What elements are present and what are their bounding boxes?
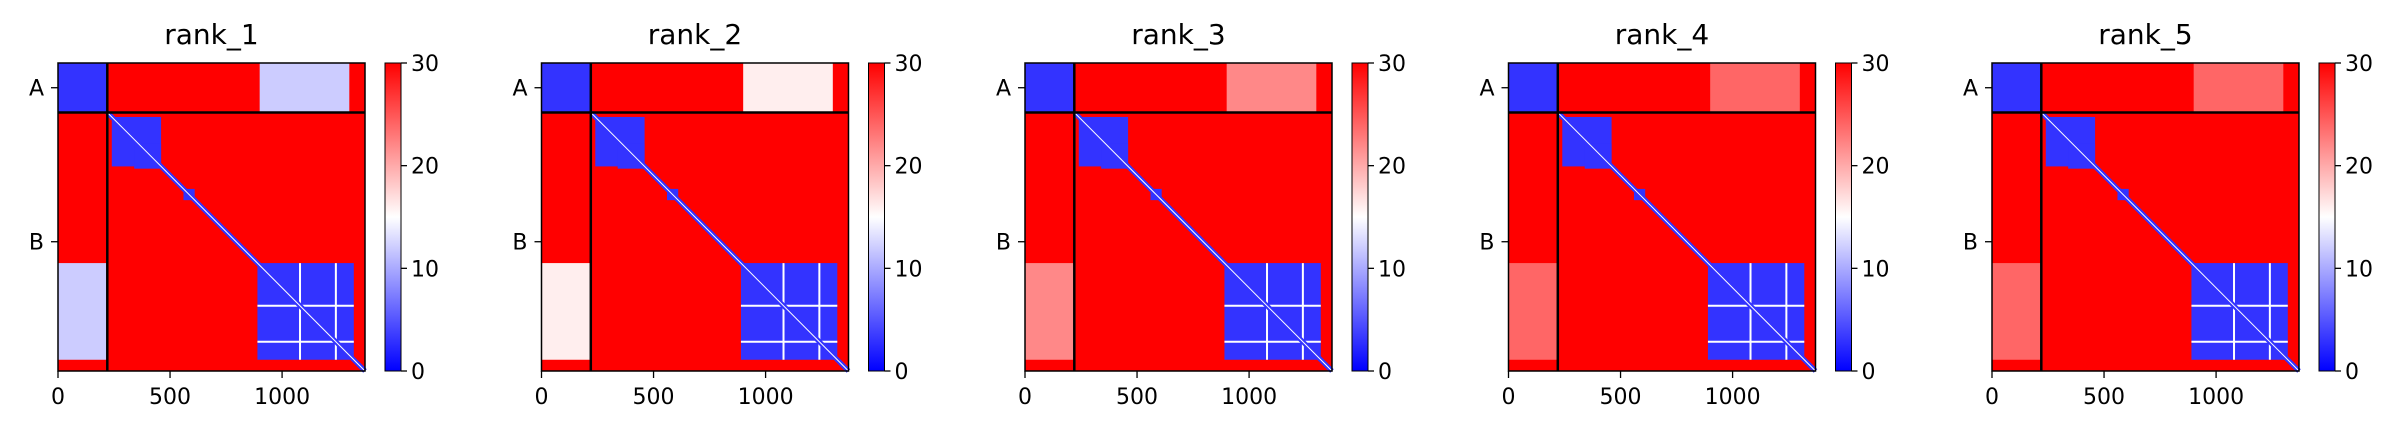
colorbar-tick-label: 20	[411, 155, 439, 180]
heatmap-block-interface	[2193, 63, 2284, 113]
colorbar-tick-label: 10	[895, 257, 923, 282]
heatmap-diagonal-center	[106, 112, 366, 372]
y-tick-label: A	[29, 77, 44, 102]
heatmap-block-interface	[58, 263, 108, 360]
colorbar-tick-label: 10	[1862, 257, 1890, 282]
x-tick-label: 1000	[2188, 385, 2244, 410]
heatmap-diagonal-center	[590, 112, 849, 372]
colorbar	[2318, 62, 2336, 372]
heatmap-block-interface	[743, 63, 833, 113]
plot-frame	[1507, 62, 1817, 372]
colorbar-tick-label: 10	[1378, 257, 1406, 282]
x-tick-label: 0	[51, 385, 65, 410]
colorbar	[1351, 62, 1369, 372]
x-tick-label: 0	[1985, 385, 1999, 410]
heatmap-diagonal-center	[2040, 112, 2300, 372]
chart-title: rank_3	[1131, 18, 1225, 51]
plot-frame	[1024, 62, 1333, 372]
colorbar-tick-label: 30	[1378, 52, 1406, 77]
colorbar-tick-label: 20	[1378, 155, 1406, 180]
chart-panel-4: rank_4 0 500 1000 A B 0 10 20 30	[1479, 18, 1889, 410]
colorbar-tick-label: 0	[895, 360, 909, 385]
colorbar-tick-label: 30	[411, 52, 439, 77]
heatmap-block-chain-a	[541, 63, 591, 113]
y-tick-label: B	[996, 231, 1011, 256]
x-tick-label: 0	[1502, 385, 1516, 410]
colorbar-tick-label: 10	[2345, 257, 2373, 282]
heatmap-diagonal-center	[1073, 112, 1333, 372]
x-tick-label: 0	[535, 385, 549, 410]
colorbar-tick-label: 10	[411, 257, 439, 282]
heatmap-block-interface	[541, 263, 591, 360]
x-tick-label: 0	[1018, 385, 1032, 410]
colorbar	[868, 62, 885, 372]
colorbar-tick-label: 0	[2345, 360, 2359, 385]
x-tick-label: 1000	[738, 385, 794, 410]
heatmap-block-interface	[1226, 63, 1317, 113]
y-tick-label: B	[29, 231, 44, 256]
plot-frame	[1991, 62, 2300, 372]
chart-title: rank_1	[164, 18, 258, 51]
y-tick-label: B	[512, 231, 527, 256]
heatmap-block-chain-a	[58, 63, 108, 113]
chart-title: rank_4	[1615, 18, 1709, 51]
heatmap-block-interface	[1025, 263, 1075, 360]
y-tick-label: B	[1963, 231, 1978, 256]
x-tick-label: 1000	[254, 385, 310, 410]
heatmap-block-chain-a	[1992, 63, 2042, 113]
y-tick-label: B	[1479, 231, 1494, 256]
x-tick-label: 1000	[1705, 385, 1761, 410]
colorbar-tick-label: 0	[1862, 360, 1876, 385]
plot-frame	[57, 62, 366, 372]
heatmap-block-interface	[259, 63, 350, 113]
colorbar-tick-label: 0	[411, 360, 425, 385]
colorbar	[1835, 62, 1852, 372]
chart-title: rank_5	[2098, 18, 2192, 51]
x-tick-label: 500	[1600, 385, 1642, 410]
y-tick-label: A	[1479, 77, 1494, 102]
heatmap-block-interface	[1992, 263, 2042, 360]
colorbar-tick-label: 20	[2345, 155, 2373, 180]
x-tick-label: 1000	[1221, 385, 1277, 410]
chart-panel-5: rank_5 0 500 1000 A B 0 10 20 30	[1963, 18, 2373, 410]
x-tick-label: 500	[2083, 385, 2125, 410]
x-tick-label: 500	[1116, 385, 1158, 410]
colorbar-tick-label: 30	[1862, 52, 1890, 77]
colorbar-tick-label: 20	[895, 155, 923, 180]
colorbar	[384, 62, 402, 372]
y-tick-label: A	[512, 77, 527, 102]
colorbar-tick-label: 20	[1862, 155, 1890, 180]
heatmap-block-chain-a	[1508, 63, 1558, 113]
colorbar-tick-label: 0	[1378, 360, 1392, 385]
chart-panel-2: rank_2 0 500 1000 A B 0 10 20 30	[512, 18, 922, 410]
chart-panel-3: rank_3 0 500 1000 A B 0 10 20 30	[996, 18, 1406, 410]
heatmap-diagonal-center	[1557, 112, 1816, 372]
colorbar-tick-label: 30	[895, 52, 923, 77]
heatmap-block-chain-a	[1025, 63, 1075, 113]
y-tick-label: A	[996, 77, 1011, 102]
heatmap-block-interface	[1710, 63, 1800, 113]
colorbar-tick-label: 30	[2345, 52, 2373, 77]
chart-panel-1: rank_1 0 500 1000 A B 0 10 20 30	[29, 18, 439, 410]
y-tick-label: A	[1963, 77, 1978, 102]
x-tick-label: 500	[149, 385, 191, 410]
plot-frame	[540, 62, 850, 372]
chart-title: rank_2	[648, 18, 742, 51]
heatmap-block-interface	[1508, 263, 1558, 360]
x-tick-label: 500	[633, 385, 675, 410]
